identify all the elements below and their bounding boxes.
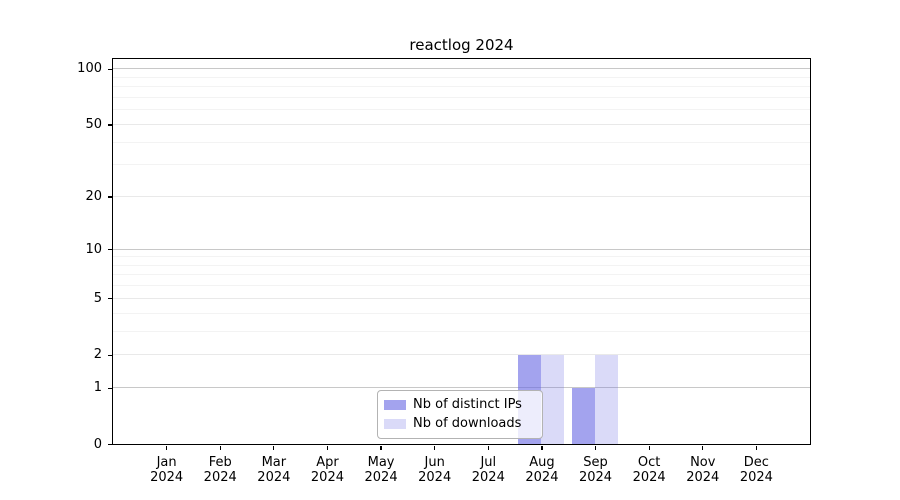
y-axis-tick (108, 68, 113, 70)
x-axis-tick-label: Jul 2024 (471, 455, 505, 485)
y-gridline-major (112, 354, 810, 356)
x-axis-tick (702, 446, 704, 450)
legend-item-distinct-ips: Nb of distinct IPs (384, 397, 534, 413)
x-axis-tick (594, 446, 597, 450)
bar-aug-s1 (541, 354, 565, 444)
y-gridline-minor (112, 264, 810, 266)
x-axis-tick (541, 446, 543, 450)
x-axis-tick-label: Jan 2024 (150, 455, 184, 485)
y-gridline-minor (112, 141, 810, 143)
x-axis-tick-label: Apr 2024 (310, 455, 344, 485)
bar-sep-s1 (595, 354, 619, 444)
legend-item-downloads: Nb of downloads (384, 416, 534, 432)
y-gridline-minor (112, 330, 810, 332)
y-gridline-minor (112, 256, 810, 258)
y-axis-tick (108, 443, 113, 446)
y-axis-tick-label: 100 (77, 61, 102, 77)
legend-label-downloads: Nb of downloads (413, 416, 522, 431)
y-axis-tick (108, 248, 113, 251)
x-axis-tick (434, 446, 436, 450)
y-gridline-minor (112, 109, 810, 111)
y-gridline-major (112, 248, 810, 250)
x-axis-tick-label: Oct 2024 (632, 455, 666, 485)
x-axis-tick (166, 446, 168, 450)
x-axis-tick (326, 446, 329, 450)
plot-area (111, 58, 811, 445)
y-gridline-minor (112, 96, 810, 98)
legend-label-distinct-ips: Nb of distinct IPs (413, 397, 522, 412)
y-axis-tick (108, 354, 113, 356)
y-gridline-minor (112, 86, 810, 88)
y-gridline-major (112, 196, 810, 197)
y-axis-tick-label: 20 (85, 189, 102, 204)
x-axis-tick-label: Feb 2024 (203, 455, 237, 485)
x-axis-tick-label: Mar 2024 (257, 455, 291, 485)
legend-swatch-distinct-ips-icon (384, 400, 406, 410)
y-gridline-major (112, 123, 810, 125)
bar-sep-s0 (572, 387, 596, 444)
x-axis-tick-label: May 2024 (364, 455, 398, 485)
y-gridline-minor (112, 164, 810, 166)
y-axis-tick-label: 10 (85, 241, 102, 257)
y-gridline-minor (112, 285, 810, 287)
y-axis-tick-label: 0 (93, 436, 102, 452)
x-axis-tick-label: Nov 2024 (686, 455, 720, 485)
y-gridline-minor (112, 274, 810, 276)
legend-swatch-downloads-icon (384, 419, 406, 429)
y-axis-tick-label: 1 (93, 380, 102, 396)
x-axis-tick (380, 446, 382, 450)
y-gridline-minor (112, 76, 810, 78)
y-axis-tick (108, 387, 113, 389)
y-gridline-major (112, 68, 810, 70)
chart-title: reactlog 2024 (409, 36, 514, 54)
x-axis-tick-label: Aug 2024 (525, 455, 559, 485)
y-axis-tick-label: 5 (93, 290, 102, 306)
x-axis-tick (273, 446, 275, 450)
x-axis-tick-label: Sep 2024 (578, 455, 613, 485)
y-gridline-major (112, 387, 810, 389)
y-axis-tick (108, 196, 113, 198)
x-axis-tick-label: Jun 2024 (418, 455, 452, 485)
x-axis-tick (648, 446, 650, 450)
x-axis-tick (219, 446, 221, 450)
x-axis-tick-label: Dec 2024 (739, 455, 773, 485)
x-axis-tick (487, 446, 489, 450)
y-axis-tick-label: 50 (85, 116, 102, 132)
y-axis-tick (108, 298, 113, 300)
y-gridline-major (112, 297, 810, 299)
y-gridline-minor (112, 312, 810, 314)
y-axis-tick-label: 2 (93, 347, 102, 363)
x-axis-tick (755, 446, 757, 450)
legend: Nb of distinct IPs Nb of downloads (377, 390, 543, 439)
y-axis-tick (108, 124, 113, 126)
